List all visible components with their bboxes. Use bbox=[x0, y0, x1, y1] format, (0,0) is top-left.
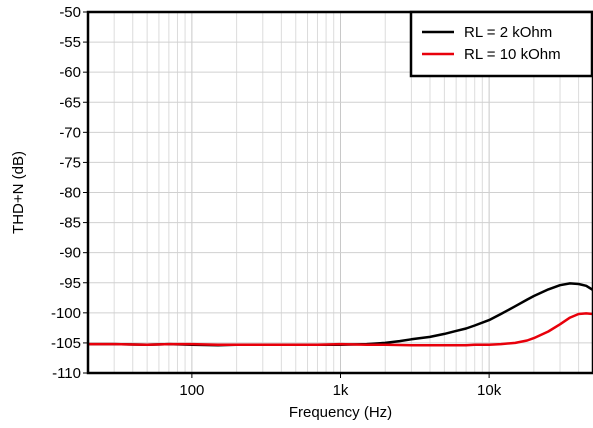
x-tick-label: 1k bbox=[333, 382, 349, 399]
x-axis-ticks: 100 1k 10k bbox=[179, 373, 502, 399]
y-tick-label: -70 bbox=[59, 124, 81, 141]
y-tick-label: -85 bbox=[59, 215, 81, 232]
y-tick-label: -55 bbox=[59, 34, 81, 51]
y-tick-label: -100 bbox=[51, 305, 81, 322]
y-tick-label: -50 bbox=[59, 4, 81, 21]
y-tick-label: -105 bbox=[51, 335, 81, 352]
series-layer bbox=[88, 282, 593, 347]
x-axis-label: Frequency (Hz) bbox=[289, 404, 392, 421]
legend-label: RL = 2 kOhm bbox=[464, 24, 552, 41]
y-tick-label: -60 bbox=[59, 64, 81, 81]
x-tick-label: 10k bbox=[477, 382, 502, 399]
x-tick-label: 100 bbox=[179, 382, 204, 399]
y-tick-label: -80 bbox=[59, 185, 81, 202]
y-tick-label: -110 bbox=[52, 365, 81, 382]
legend-box bbox=[409, 10, 593, 78]
y-tick-label: -90 bbox=[59, 245, 81, 262]
y-axis-ticks: -50 -55 -60 -65 -70 -75 -80 -85 -90 -95 -100 -105 -1… bbox=[51, 4, 88, 382]
y-axis-label: THD+N (dB) bbox=[10, 151, 27, 234]
y-tick-label: -75 bbox=[59, 154, 81, 171]
legend: RL = 2 kOhm RL = 10 kOhm bbox=[409, 10, 593, 78]
series-line-2 bbox=[88, 312, 593, 347]
y-tick-label: -65 bbox=[59, 94, 81, 111]
legend-label: RL = 10 kOhm bbox=[464, 46, 561, 63]
y-tick-label: -95 bbox=[59, 275, 81, 292]
